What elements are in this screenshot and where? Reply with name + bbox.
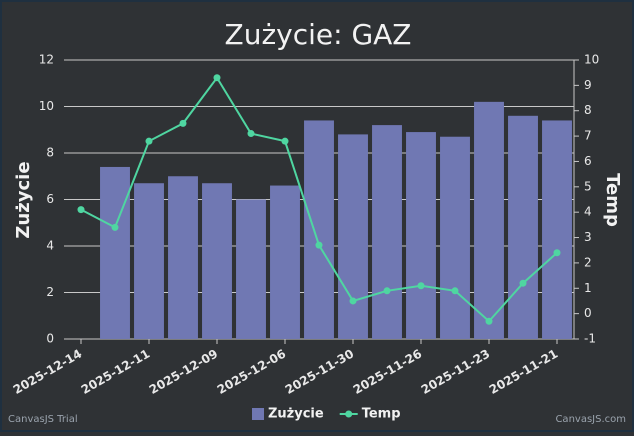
legend-label: Temp [362, 407, 401, 422]
point [417, 282, 425, 290]
y2-tick-label: 2 [584, 255, 592, 269]
y-tick-label: 10 [39, 99, 54, 113]
point [281, 137, 289, 145]
y-tick-label: 0 [46, 332, 54, 346]
y2-tick-label: -1 [584, 332, 596, 346]
y2-tick-label: 0 [584, 306, 592, 320]
bar [338, 134, 368, 339]
point [485, 317, 493, 325]
y2-tick-label: 6 [584, 154, 592, 168]
y-tick-label: 6 [46, 192, 54, 206]
bar [100, 166, 130, 339]
point [111, 223, 119, 231]
point [451, 287, 459, 295]
bar [406, 132, 436, 339]
credit: CanvasJS Trial [8, 414, 78, 425]
point [349, 297, 357, 305]
bar [440, 136, 470, 339]
y2-tick-label: 9 [584, 78, 592, 92]
bar [542, 120, 572, 339]
bar [168, 176, 198, 339]
y-tick-label: 2 [46, 285, 54, 299]
y2-tick-label: 3 [584, 230, 592, 244]
bar [372, 125, 402, 339]
point [553, 249, 561, 257]
bar [304, 120, 334, 339]
y-axis-label: Zużycie [13, 161, 34, 238]
credit: CanvasJS.com [555, 414, 626, 425]
y2-tick-label: 4 [584, 205, 592, 219]
point [519, 279, 527, 287]
legend-label: Zużycie [268, 407, 324, 422]
bar [270, 185, 300, 339]
y2-tick-label: 8 [584, 103, 592, 117]
bar [236, 199, 266, 339]
bar [202, 183, 232, 339]
y-tick-label: 12 [39, 53, 54, 67]
chart-title: Zużycie: GAZ [225, 18, 412, 51]
point [179, 119, 187, 127]
bar [474, 101, 504, 339]
point [213, 74, 221, 82]
y2-tick-label: 7 [584, 129, 592, 143]
y2-axis-label: Temp [602, 173, 623, 227]
point [315, 241, 323, 249]
y2-tick-label: 1 [584, 281, 592, 295]
point [247, 130, 255, 138]
bar [508, 115, 538, 339]
legend-swatch [252, 408, 264, 420]
legend-swatch [345, 410, 353, 418]
y-tick-label: 4 [46, 239, 54, 253]
point [77, 206, 85, 214]
point [383, 287, 391, 295]
y-tick-label: 8 [46, 146, 54, 160]
point [145, 137, 153, 145]
y2-tick-label: 10 [584, 53, 599, 67]
y2-tick-label: 5 [584, 179, 592, 193]
bar [134, 183, 164, 339]
